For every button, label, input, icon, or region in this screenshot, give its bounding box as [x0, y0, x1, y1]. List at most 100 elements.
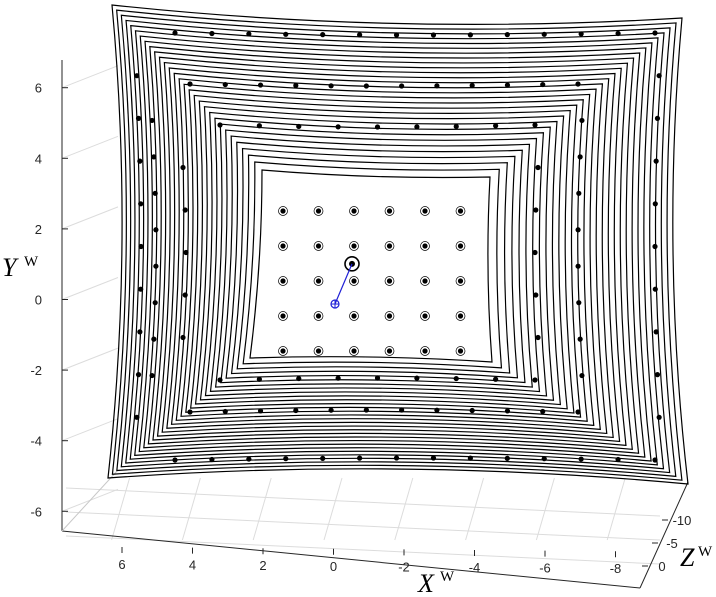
calibration-point	[363, 407, 369, 413]
calibration-point	[457, 243, 464, 249]
calibration-point	[422, 208, 428, 214]
calibration-point-ring	[384, 311, 395, 321]
calibration-point	[422, 313, 428, 319]
calibration-point-ring	[455, 206, 466, 216]
calibration-point	[135, 372, 142, 378]
calibration-frame-outline	[120, 19, 671, 474]
calibration-point-ring	[349, 276, 359, 286]
calibration-point	[504, 408, 511, 414]
calibration-point	[209, 456, 215, 463]
calibration-points	[134, 30, 662, 463]
calibration-point	[283, 31, 289, 37]
calibration-point	[532, 377, 538, 383]
calibration-point-ring	[349, 206, 359, 216]
calibration-point	[615, 30, 621, 37]
calibration-point	[351, 348, 357, 354]
calibration-point-ring	[420, 311, 430, 321]
calibration-point	[575, 81, 581, 87]
calibration-point	[575, 227, 581, 233]
calibration-point-ring	[384, 346, 395, 356]
z-axis-line	[639, 481, 689, 589]
camera-ray	[334, 263, 353, 305]
y-tick-label: -4	[30, 434, 42, 449]
camera-marker	[330, 256, 360, 309]
calibration-point	[504, 455, 510, 461]
calibration-point	[541, 31, 547, 37]
z-tick-label: -10	[673, 513, 692, 528]
calibration-point-ring	[420, 276, 430, 286]
calibration-point	[187, 81, 193, 87]
calibration-point-ring	[349, 241, 359, 251]
calibration-point	[335, 124, 341, 130]
calibration-point	[257, 82, 264, 88]
calibration-point	[209, 30, 215, 37]
calibration-point-ring	[278, 241, 288, 251]
calibration-point	[374, 375, 381, 381]
calibration-frame-outline	[185, 94, 582, 418]
calibration-point	[453, 375, 459, 382]
calibration-point	[576, 190, 582, 196]
y-tick-label: 0	[35, 293, 42, 308]
calibration-point-ring	[455, 311, 466, 321]
calibration-frame-outline	[249, 169, 493, 363]
calibration-point-ring	[313, 311, 324, 321]
grid-lines	[61, 65, 661, 565]
grid-line-x	[252, 477, 272, 541]
calibration-frame-outline	[152, 56, 627, 447]
grid-line-x	[606, 477, 626, 541]
calibration-point	[296, 375, 302, 382]
back-axis-line	[61, 469, 119, 532]
calibration-point	[222, 408, 228, 415]
calibration-point	[457, 208, 464, 214]
calibration-point	[315, 348, 322, 354]
y-tick-label: 4	[35, 151, 42, 166]
calibration-point	[320, 32, 326, 38]
calibration-point	[467, 455, 473, 461]
calibration-frame-outline	[125, 24, 665, 470]
calibration-point	[386, 348, 393, 354]
calibration-point	[656, 73, 662, 79]
axis-box	[61, 60, 689, 589]
calibration-point	[453, 123, 459, 130]
calibration-point	[653, 329, 659, 335]
calibration-point	[652, 457, 658, 463]
calibration-frame-outline	[209, 123, 548, 397]
calibration-frame-outline	[180, 89, 588, 422]
calibration-frame-outline	[199, 111, 562, 406]
z-tick-labels: -10 -50	[642, 513, 691, 574]
y-axis-label: Y	[2, 253, 19, 282]
calibration-point	[434, 407, 440, 413]
calibration-frame-outline	[161, 67, 614, 439]
calibration-point	[577, 336, 583, 342]
calibration-point	[296, 123, 302, 130]
calibration-point	[656, 414, 662, 420]
calibration-point	[575, 409, 581, 415]
calibration-frame-outline	[134, 35, 652, 462]
x-tick-label: -2	[398, 559, 410, 574]
grid-line-x	[465, 477, 485, 541]
calibration-point	[134, 414, 140, 420]
calibration-point	[335, 375, 341, 381]
grid-line-y	[61, 65, 119, 89]
calibration-point	[430, 455, 437, 461]
calibration-point	[578, 456, 584, 462]
calibration-frame-outline	[170, 78, 601, 431]
calibration-point	[187, 409, 193, 415]
calibration-point	[152, 190, 158, 196]
calibration-point	[504, 32, 510, 38]
calibration-point	[351, 313, 357, 319]
y-tick-label: -2	[30, 363, 42, 378]
y-axis-label-superscript: W	[24, 254, 39, 270]
z-axis-label: Z	[680, 543, 695, 572]
calibration-frame-outline	[143, 45, 640, 454]
calibration-point	[577, 154, 583, 160]
calibration-point-ring	[313, 206, 324, 216]
calibration-point	[393, 455, 400, 461]
calibration-point	[575, 263, 581, 269]
calibration-point	[457, 348, 464, 354]
grid-line-x	[323, 477, 343, 541]
calibration-point	[430, 32, 437, 38]
target-ring-outer	[344, 256, 360, 272]
calibration-point	[469, 407, 475, 414]
calibration-point	[467, 32, 473, 38]
